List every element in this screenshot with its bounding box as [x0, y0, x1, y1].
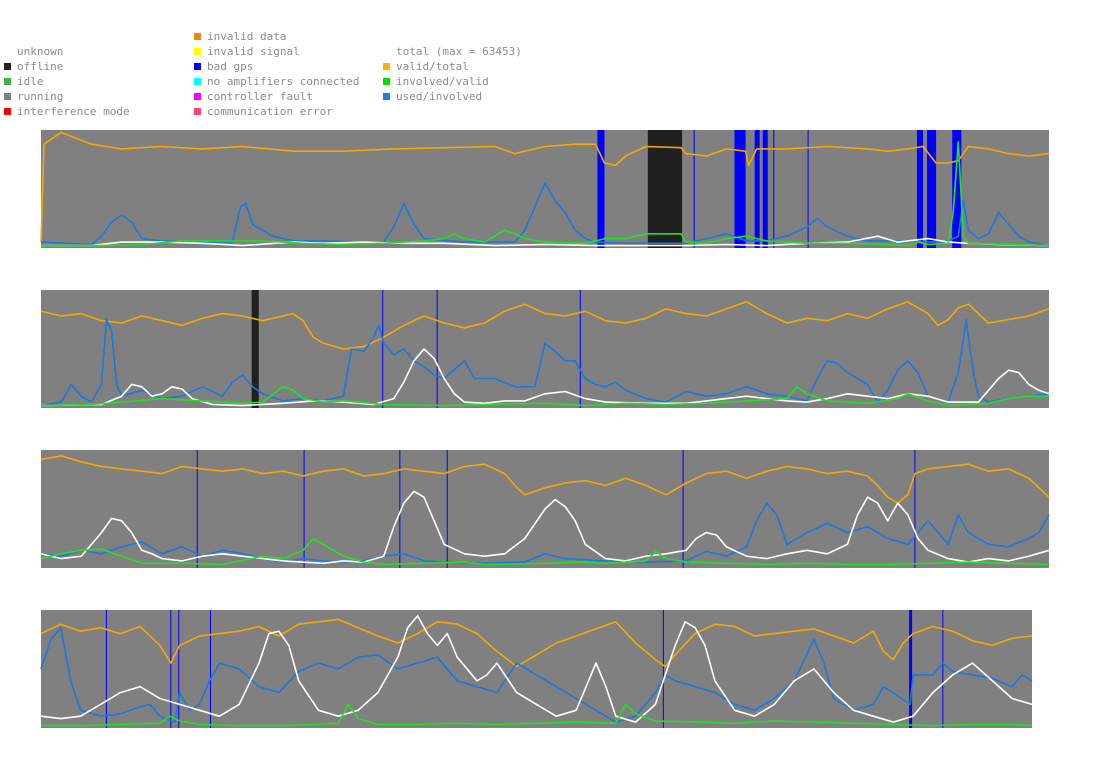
legend-label: no amplifiers connected — [207, 75, 360, 88]
series-line-total — [41, 235, 1050, 247]
legend-swatch — [194, 48, 201, 55]
legend-label: bad gps — [207, 60, 254, 73]
series-line-used-involved — [40, 626, 1033, 723]
legend-swatch — [194, 108, 201, 115]
legend-swatch — [4, 78, 11, 85]
legend-label: offline — [17, 60, 64, 73]
legend-swatch — [4, 93, 11, 100]
series-line-involved-valid — [41, 703, 1033, 727]
series-line-involved-valid — [41, 141, 1050, 247]
series-line-total — [40, 348, 1050, 407]
legend-label: invalid signal — [207, 45, 300, 58]
chart-panel-3 — [40, 450, 1050, 568]
legend-label: idle — [17, 75, 44, 88]
bad-gps-band — [916, 130, 923, 248]
legend-swatch — [4, 108, 11, 115]
plot-background — [41, 290, 1049, 408]
legend-label: involved/valid — [396, 75, 489, 88]
bad-gps-band — [754, 130, 760, 248]
series-line-valid-total — [40, 131, 1050, 243]
series-line-involved-valid — [40, 385, 1049, 407]
legend-label: total (max = 63453) — [396, 45, 522, 58]
legend-label: controller fault — [207, 90, 313, 103]
chart-panel-4 — [40, 610, 1033, 728]
bad-gps-band — [909, 610, 913, 728]
legend-swatch — [383, 78, 390, 85]
series-line-valid-total — [40, 618, 1033, 668]
series-line-involved-valid — [40, 537, 1050, 566]
legend-label: running — [17, 90, 64, 103]
legend-label: interference mode — [17, 105, 130, 118]
series-line-used-involved — [40, 318, 1050, 407]
legend-label: communication error — [207, 105, 333, 118]
chart-panel-2 — [40, 290, 1050, 408]
offline-band — [251, 290, 259, 408]
legend-swatch — [194, 78, 201, 85]
legend-label: used/involved — [396, 90, 483, 103]
series-line-valid-total — [40, 300, 1050, 350]
series-line-total — [40, 490, 1050, 565]
bad-gps-band — [597, 130, 605, 248]
series-line-total — [40, 615, 1033, 723]
chart-panel-1 — [40, 130, 1050, 248]
legend-label: valid/total — [396, 60, 469, 73]
offline-band — [647, 130, 683, 248]
legend-label: invalid data — [207, 30, 287, 43]
legend-swatch — [383, 63, 390, 70]
series-line-used-involved — [40, 502, 1050, 565]
bad-gps-band — [927, 130, 937, 248]
legend-swatch — [383, 93, 390, 100]
legend-swatch — [194, 93, 201, 100]
bad-gps-band — [762, 130, 768, 248]
plot-background — [41, 610, 1032, 728]
legend-label: unknown — [17, 45, 64, 58]
legend-swatch — [4, 63, 11, 70]
bad-gps-band — [734, 130, 746, 248]
legend-swatch — [194, 33, 201, 40]
legend-swatch — [194, 63, 201, 70]
bad-gps-band — [952, 130, 962, 248]
